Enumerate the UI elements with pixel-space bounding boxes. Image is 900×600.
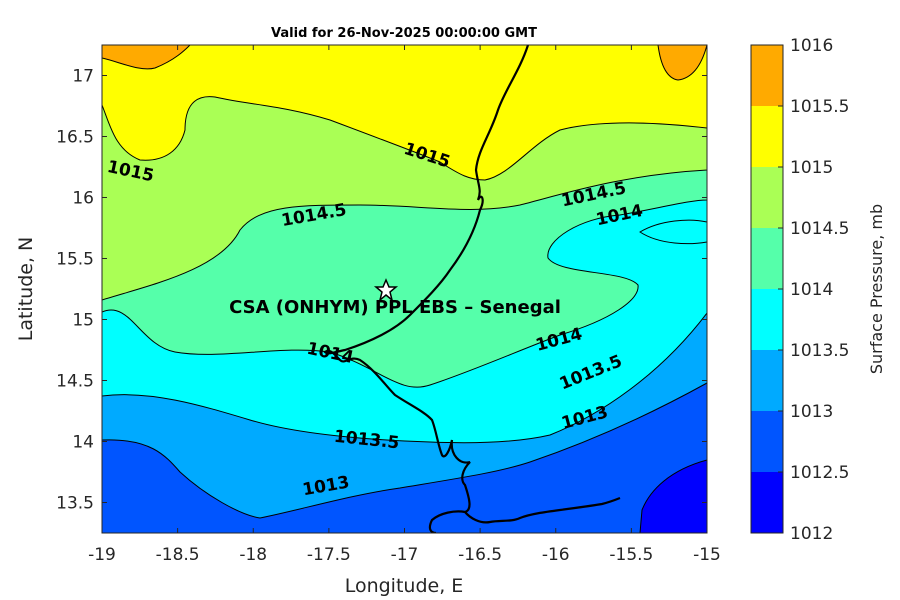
x-tick-label: -15.5 <box>609 545 653 565</box>
y-tick-label: 16.5 <box>56 128 94 148</box>
chart-title: Valid for 26-Nov-2025 00:00:00 GMT <box>271 26 537 41</box>
y-tick-label: 14.5 <box>56 372 94 392</box>
plot-area <box>102 45 707 533</box>
colorbar-tick-label: 1014 <box>790 280 833 300</box>
colorbar-tick-label: 1016 <box>790 36 833 56</box>
colorbar-segment <box>751 45 783 106</box>
colorbar-tick-label: 1013 <box>790 402 833 422</box>
site-label: CSA (ONHYM) PPL EBS – Senegal <box>229 297 561 318</box>
y-tick-label: 13.5 <box>56 494 94 514</box>
band-1012 <box>639 459 707 533</box>
x-tick-label: -19 <box>88 545 116 565</box>
band-1015 <box>102 45 707 181</box>
x-tick-label: -17 <box>391 545 419 565</box>
colorbar-tick-label: 1012 <box>790 524 833 544</box>
y-tick-label: 15 <box>72 311 94 331</box>
coastline <box>323 45 621 533</box>
colorbar-segment <box>751 411 783 472</box>
y-axis-label: Latitude, N <box>15 237 37 342</box>
colorbar: 1012 1012.5 1013 1013.5 1014 1014.5 1015 1015.5… <box>750 36 849 544</box>
x-tick-label: -17.5 <box>307 545 351 565</box>
x-tick-label: -18 <box>239 545 267 565</box>
x-tick-label: -16 <box>542 545 570 565</box>
y-tick-label: 14 <box>72 433 94 453</box>
x-tick-label: -16.5 <box>458 545 502 565</box>
y-tick-label: 17 <box>72 67 94 87</box>
colorbar-segment <box>751 228 783 289</box>
colorbar-tick-label: 1014.5 <box>790 219 849 239</box>
colorbar-tick-label: 1012.5 <box>790 463 849 483</box>
x-axis-label: Longitude, E <box>345 575 464 597</box>
colorbar-tick-label: 1015.5 <box>790 97 849 117</box>
x-tick-label: -18.5 <box>156 545 200 565</box>
x-axis: -19 -18.5 -18 -17.5 -17 -16.5 -16 -15.5 -15 <box>88 45 721 565</box>
band-1013-5-pocket <box>639 219 707 245</box>
site-marker: CSA (ONHYM) PPL EBS – Senegal <box>229 278 561 318</box>
band-1012-5 <box>102 382 707 533</box>
colorbar-tick-label: 1013.5 <box>790 341 849 361</box>
x-tick-label: -15 <box>693 545 721 565</box>
site-star-icon <box>373 278 399 303</box>
colorbar-segment <box>751 289 783 350</box>
y-axis: 13.5 14 14.5 15 15.5 16 16.5 17 <box>56 67 707 514</box>
y-tick-label: 15.5 <box>56 250 94 270</box>
colorbar-label: Surface Pressure, mb <box>867 204 886 374</box>
colorbar-segment <box>751 167 783 228</box>
colorbar-segment <box>751 106 783 167</box>
band-1015-5-b <box>657 45 707 81</box>
band-1015-5-a <box>102 45 191 70</box>
colorbar-segment <box>751 350 783 411</box>
y-tick-label: 16 <box>72 189 94 209</box>
colorbar-tick-label: 1015 <box>790 158 833 178</box>
colorbar-segment <box>751 472 783 533</box>
